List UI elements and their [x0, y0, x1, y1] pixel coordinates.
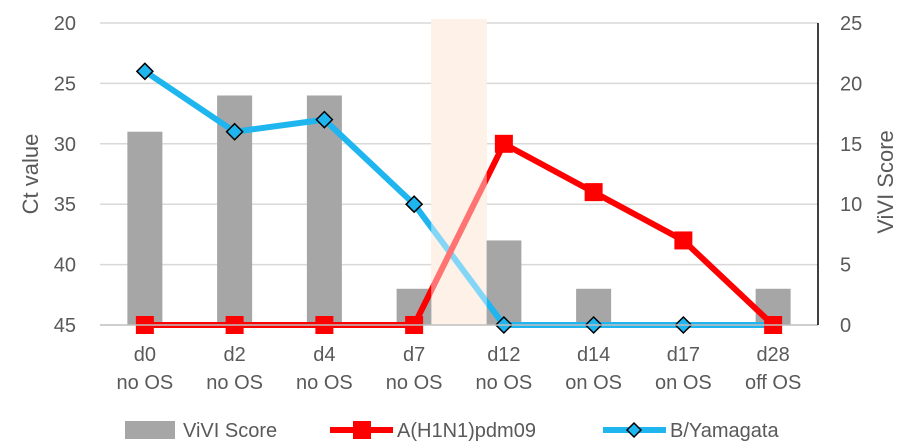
legend-label-vivi: ViVI Score: [183, 420, 277, 442]
x-tick-label-day: d2: [224, 344, 246, 366]
y-left-tick-label: 35: [54, 194, 76, 216]
yamagata-marker: [315, 110, 334, 129]
vivi-bars: [127, 95, 791, 325]
y-right-tick-label: 15: [840, 134, 862, 156]
h1n1-marker: [494, 134, 513, 153]
h1n1-marker: [584, 183, 603, 202]
yamagata-marker: [405, 195, 424, 214]
y-left-tick-label: 25: [54, 73, 76, 95]
y-right-tick-label: 0: [840, 315, 851, 337]
y-right-tick-label: 20: [840, 73, 862, 95]
x-tick-label-os: no OS: [476, 372, 533, 394]
y-right-tick-label: 25: [840, 13, 862, 35]
x-tick-label-os: no OS: [296, 372, 353, 394]
y-left-tick-label: 45: [54, 315, 76, 337]
x-tick-label-os: no OS: [386, 372, 443, 394]
x-tick-label-day: d4: [313, 344, 335, 366]
y-right-axis-title: ViVI Score: [873, 130, 898, 234]
legend-marker-yamagata: [625, 421, 643, 439]
x-tick-label-day: d7: [403, 344, 425, 366]
h1n1-marker: [674, 231, 693, 250]
legend-label-yamagata: B/Yamagata: [670, 420, 779, 442]
vivi-bar: [127, 131, 163, 325]
y-right-tick-label: 10: [840, 194, 862, 216]
y-right-tick-label: 5: [840, 255, 851, 277]
legend-marker-h1n1: [353, 421, 371, 439]
x-tick-label-day: d14: [577, 344, 610, 366]
x-tick-label-day: d12: [487, 344, 520, 366]
x-tick-label-day: d17: [667, 344, 700, 366]
y-left-axis-title: Ct value: [18, 134, 43, 215]
legend-swatch-vivi: [125, 421, 175, 439]
x-tick-label-os: off OS: [745, 372, 801, 394]
yamagata-marker: [135, 62, 154, 81]
y-left-tick-label: 40: [54, 255, 76, 277]
x-tick-label-os: on OS: [565, 372, 622, 394]
y-left-tick-label: 20: [54, 13, 76, 35]
y-left-tick-label: 30: [54, 134, 76, 156]
legend-label-h1n1: A(H1N1)pdm09: [397, 420, 536, 442]
x-tick-label-os: no OS: [206, 372, 263, 394]
highlight-overlay: [431, 19, 487, 325]
x-tick-label-os: on OS: [655, 372, 712, 394]
x-tick-label-day: d28: [756, 344, 789, 366]
x-tick-label-os: no OS: [117, 372, 174, 394]
axes: 20 25 30 35 40 45 0 5 10 15 20 25 Ct value ViVI Score…: [18, 13, 898, 394]
x-tick-label-day: d0: [134, 344, 156, 366]
legend: ViVI Score A(H1N1)pdm09 B/Yamagata: [125, 420, 779, 442]
yamagata-marker: [225, 122, 244, 141]
